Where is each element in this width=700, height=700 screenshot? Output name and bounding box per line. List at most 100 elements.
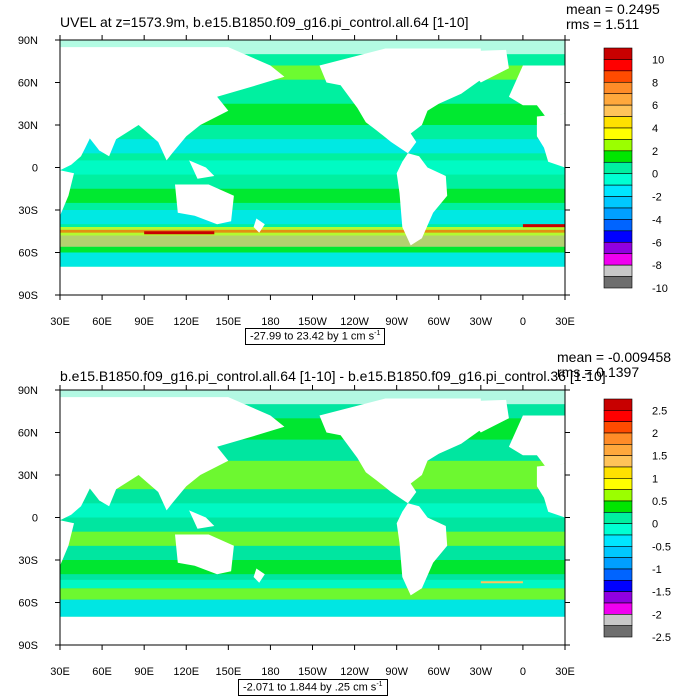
land-mass xyxy=(319,398,481,504)
lat-band xyxy=(60,139,565,154)
panel-top: UVEL at z=1573.9m, b.e15.B1850.f09_g16.p… xyxy=(18,2,668,345)
colorbar-swatch xyxy=(603,150,633,163)
y-tick-label: 60N xyxy=(18,78,38,90)
x-tick-label: 120E xyxy=(173,316,199,328)
colorbar-label: 1 xyxy=(652,473,658,485)
range-exponent: -1 xyxy=(374,330,381,337)
lat-band xyxy=(60,531,565,546)
lat-band xyxy=(60,210,565,225)
colorbar-swatch xyxy=(603,625,633,638)
colorbar-swatch xyxy=(603,557,633,570)
colorbar-label: -2.5 xyxy=(652,632,671,644)
rms-label: rms = 0.1397 xyxy=(557,364,640,380)
x-tick-label: 30E xyxy=(555,666,575,678)
lat-band xyxy=(60,160,565,175)
land-mass xyxy=(466,399,509,433)
y-tick-label: 60N xyxy=(18,428,38,440)
range-text: -2.071 to 1.844 by .25 cm s xyxy=(243,681,377,694)
mean-label: mean = -0.009458 xyxy=(557,349,672,365)
land-mass xyxy=(189,510,215,529)
x-tick-label: 180 xyxy=(261,316,279,328)
colorbar-swatch xyxy=(603,241,633,255)
land-mass xyxy=(319,48,481,154)
colorbar-label: -8 xyxy=(652,260,662,272)
land-mass xyxy=(396,153,448,246)
colorbar-swatch xyxy=(603,580,633,592)
colorbar-swatch xyxy=(603,161,633,175)
y-tick-label: 90S xyxy=(18,640,38,652)
colorbar-swatch xyxy=(603,59,633,72)
x-tick-label: 30W xyxy=(470,666,493,678)
land-mass xyxy=(88,486,110,504)
range-text: -27.99 to 23.42 by 1 cm s xyxy=(250,330,375,343)
x-tick-label: 60E xyxy=(92,666,112,678)
x-tick-label: 30E xyxy=(555,316,575,328)
colorbar-label: 10 xyxy=(652,54,664,66)
land-mass xyxy=(189,160,215,179)
x-tick-label: 180 xyxy=(261,666,279,678)
range-label: -27.99 to 23.42 by 1 cm s-1 xyxy=(245,328,386,345)
colorbar-label: 2.5 xyxy=(652,405,667,417)
colorbar-swatch xyxy=(603,546,633,558)
stats-block: mean = -0.009458 rms = 0.1397 xyxy=(557,350,671,380)
x-tick-label: 150E xyxy=(215,316,241,328)
lat-band xyxy=(60,588,565,600)
chart-title: b.e15.B1850.f09_g16.pi_control.all.64 [1… xyxy=(60,368,606,384)
colorbar-label: -0.5 xyxy=(652,541,671,553)
acc-core xyxy=(522,224,565,228)
lat-band xyxy=(60,503,565,518)
x-tick-label: 150E xyxy=(215,666,241,678)
x-tick-label: 30W xyxy=(470,316,493,328)
y-tick-label: 0 xyxy=(32,163,38,175)
map-plot: 30E 60E 90E 120E 150E 180 150W 120W 90W 60W 30W 0 30… xyxy=(18,385,671,678)
x-tick-label: 90W xyxy=(385,666,408,678)
colorbar-swatch xyxy=(603,534,633,547)
colorbar-swatch xyxy=(603,70,633,83)
land-mass xyxy=(60,266,565,295)
colorbar-swatch xyxy=(603,432,633,445)
colorbar-swatch xyxy=(603,81,633,95)
colorbar-swatch xyxy=(603,512,633,524)
y-tick-label: 90N xyxy=(18,385,38,397)
y-tick-label: 30S xyxy=(18,555,38,567)
x-tick-label: 150W xyxy=(298,316,327,328)
x-tick-label: 0 xyxy=(520,316,526,328)
colorbar-label: -1.5 xyxy=(652,587,671,599)
colorbar-swatch xyxy=(603,276,633,289)
x-tick-label: 150W xyxy=(298,666,327,678)
land-mass xyxy=(60,170,74,216)
colorbar-swatch xyxy=(603,489,633,502)
colorbar-swatch xyxy=(603,444,633,456)
x-tick-label: 30E xyxy=(50,316,70,328)
land-mass xyxy=(536,463,565,518)
y-tick-label: 90S xyxy=(18,290,38,302)
colorbar-swatch xyxy=(603,93,633,106)
colorbar-label: 1.5 xyxy=(652,451,667,463)
lat-band xyxy=(60,560,565,575)
colorbar-label: 0.5 xyxy=(652,496,667,508)
range-exponent: -1 xyxy=(376,681,383,688)
colorbar-swatch xyxy=(603,410,633,422)
colorbar-label: 2 xyxy=(652,146,658,158)
x-tick-label: 90E xyxy=(134,666,154,678)
land-mass xyxy=(175,184,234,225)
colorbar-label: 2 xyxy=(652,428,658,440)
colorbar-label: 6 xyxy=(652,100,658,112)
x-tick-label: 90E xyxy=(134,316,154,328)
colorbar-swatch xyxy=(603,207,633,220)
lat-band xyxy=(60,599,565,617)
x-tick-label: 90W xyxy=(385,316,408,328)
colorbar-swatch xyxy=(603,184,633,197)
acc-streak xyxy=(60,229,565,233)
acc-core xyxy=(144,231,215,235)
lat-band xyxy=(60,246,565,253)
x-tick-label: 60E xyxy=(92,316,112,328)
range-label: -2.071 to 1.844 by .25 cm s-1 xyxy=(238,679,388,696)
colorbar-swatch xyxy=(603,568,633,581)
land-mass xyxy=(536,113,565,168)
rms-label: rms = 1.511 xyxy=(566,16,640,32)
colorbar-swatch xyxy=(603,264,633,277)
land-mass xyxy=(396,503,448,596)
colorbar-swatch xyxy=(603,196,633,209)
land-mass xyxy=(466,49,509,83)
